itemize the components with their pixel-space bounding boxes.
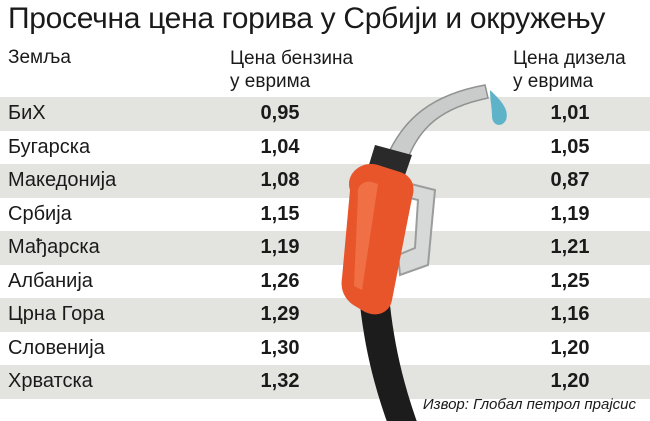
petrol-price-cell: 1,30 — [260, 336, 300, 359]
table-row: Словенија 1,30 1,20 — [0, 332, 650, 366]
petrol-price-cell: 1,26 — [260, 269, 300, 292]
diesel-price-cell: 1,05 — [550, 135, 590, 158]
petrol-price-cell: 1,32 — [260, 370, 300, 392]
page-title: Просечна цена горива у Србији и окружењу — [8, 2, 606, 35]
column-header-diesel-line2: у еврима — [513, 71, 594, 92]
fuel-drop-shape — [490, 90, 507, 125]
handle-highlight-shape — [354, 181, 378, 290]
country-cell: Хрватска — [8, 370, 93, 392]
diesel-price-cell: 1,21 — [550, 236, 590, 258]
diesel-price-cell: 1,25 — [550, 269, 590, 292]
country-cell: Црна Гора — [8, 303, 105, 325]
column-header-country: Земља — [8, 39, 71, 97]
price-table: БиХ 0,95 1,01 Бугарска 1,04 1,05 Македонија 1,0… — [0, 97, 650, 399]
petrol-price-cell: 0,95 — [260, 102, 300, 124]
petrol-price-cell: 1,19 — [260, 236, 300, 258]
table-row: Македонија 1,08 0,87 — [0, 164, 650, 198]
table-row: Мађарска 1,19 1,21 — [0, 231, 650, 265]
column-header-diesel-line1: Цена дизела — [513, 48, 626, 69]
diesel-price-cell: 1,16 — [550, 303, 590, 325]
country-cell: Србија — [8, 202, 72, 225]
table-row: Албанија 1,26 1,25 — [0, 265, 650, 299]
spout-shape — [388, 84, 489, 160]
petrol-price-cell: 1,15 — [260, 202, 300, 225]
column-header-petrol: Цена бензина у еврима — [230, 39, 380, 97]
country-cell: Бугарска — [8, 135, 91, 158]
column-header-petrol-line1: Цена бензина — [230, 48, 354, 69]
diesel-price-cell: 1,20 — [550, 370, 590, 392]
source-note: Извор: Глобал петрол прајсис — [422, 396, 636, 413]
fuel-nozzle-icon — [341, 84, 507, 421]
petrol-price-cell: 1,29 — [260, 303, 300, 325]
petrol-price-cell: 1,08 — [260, 169, 300, 191]
country-cell: Македонија — [8, 169, 117, 191]
country-cell: Албанија — [8, 269, 93, 292]
table-row: Црна Гора 1,29 1,16 — [0, 298, 650, 332]
table-row: Србија 1,15 1,19 — [0, 198, 650, 232]
table-row: Бугарска 1,04 1,05 — [0, 131, 650, 165]
column-header-petrol-line2: у еврима — [230, 71, 311, 92]
country-cell: БиХ — [8, 102, 46, 124]
country-cell: Словенија — [8, 336, 105, 359]
diesel-price-cell: 0,87 — [550, 169, 590, 191]
diesel-price-cell: 1,01 — [550, 102, 590, 124]
petrol-price-cell: 1,04 — [260, 135, 300, 158]
table-row: БиХ 0,95 1,01 — [0, 97, 650, 131]
column-header-diesel: Цена дизела у еврима — [513, 39, 650, 97]
diesel-price-cell: 1,19 — [550, 202, 590, 225]
country-cell: Мађарска — [8, 236, 100, 258]
table-row: Хрватска 1,32 1,20 — [0, 365, 650, 399]
diesel-price-cell: 1,20 — [550, 336, 590, 359]
hose-shape — [360, 305, 417, 421]
